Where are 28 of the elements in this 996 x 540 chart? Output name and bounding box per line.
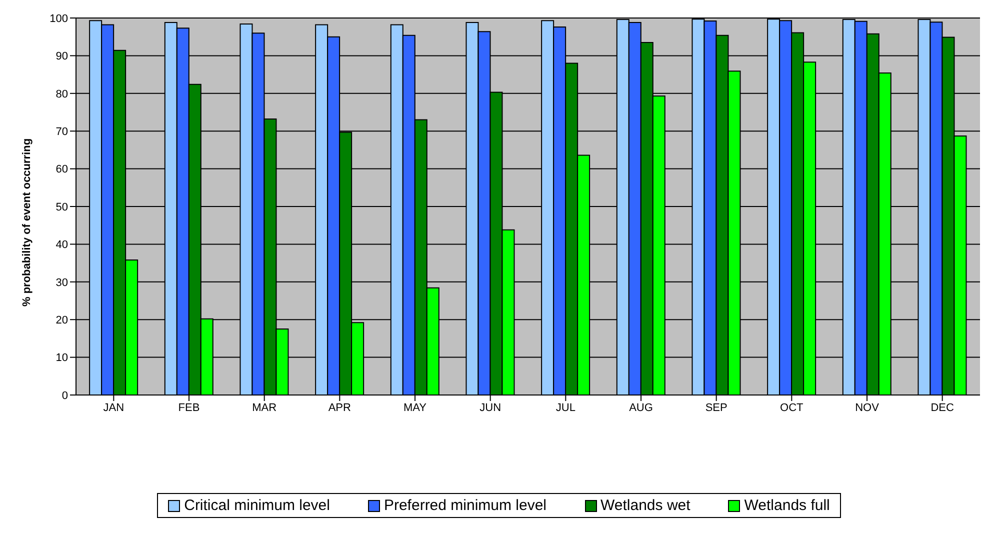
y-tick-label: 60 — [56, 164, 68, 176]
x-tick-label: JUN — [480, 402, 502, 414]
x-tick-label: AUG — [629, 402, 653, 414]
legend-label: Wetlands full — [743, 497, 830, 514]
x-tick-label: MAR — [252, 402, 277, 414]
y-tick-label: 30 — [56, 276, 68, 289]
y-tick-label: 100 — [50, 12, 68, 25]
y-tick-label: 70 — [56, 126, 68, 138]
y-tick-label: 20 — [56, 314, 68, 327]
x-tick-label: APR — [328, 402, 352, 414]
x-tick-label: FEB — [178, 402, 200, 414]
x-tick-label: MAY — [403, 402, 428, 414]
y-axis-title: % probability of event occurring — [20, 138, 33, 306]
y-tick-label: 50 — [56, 201, 68, 214]
y-tick-label: 10 — [56, 352, 68, 364]
x-tick-label: JUL — [556, 402, 576, 414]
y-tick-label: 80 — [56, 88, 68, 100]
legend-label: Critical minimum level — [183, 497, 330, 514]
y-tick-label: 90 — [56, 50, 68, 63]
legend-label: Preferred minimum level — [382, 497, 547, 514]
x-tick-label: SEP — [705, 402, 728, 414]
legend-label: Wetlands wet — [600, 497, 690, 514]
x-tick-label: NOV — [855, 402, 880, 414]
x-tick-label: JAN — [103, 402, 124, 414]
x-tick-label: OCT — [780, 402, 804, 414]
y-tick-label: 40 — [56, 239, 68, 252]
x-tick-label: DEC — [930, 402, 954, 414]
y-tick-label: 0 — [62, 390, 68, 402]
